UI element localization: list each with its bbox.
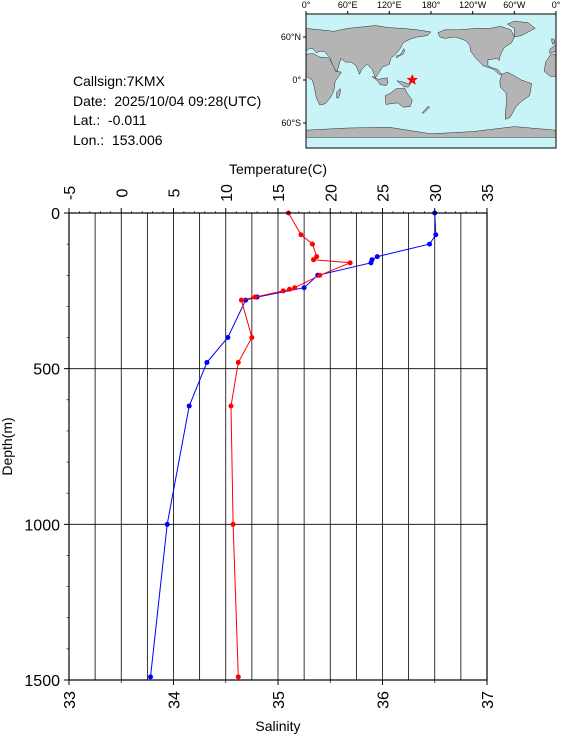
temperature-point bbox=[186, 403, 192, 409]
salinity-point bbox=[235, 359, 241, 365]
land-uk bbox=[551, 38, 555, 45]
temp-tick-label: 25 bbox=[376, 184, 393, 202]
land-australia bbox=[384, 87, 413, 108]
land-madagascar bbox=[336, 88, 341, 99]
depth-axis-title: Depth(m) bbox=[0, 417, 15, 475]
temp-tick-label: 15 bbox=[271, 184, 288, 202]
temp-tick-label: 10 bbox=[219, 184, 236, 202]
land-africa bbox=[305, 53, 342, 106]
salinity-point bbox=[230, 521, 236, 527]
salinity-point bbox=[298, 232, 304, 238]
temp-tick-label: 35 bbox=[480, 184, 497, 202]
chart-grid bbox=[69, 213, 487, 680]
salinity-tick-label: 34 bbox=[167, 691, 184, 709]
salinity-point bbox=[235, 674, 241, 680]
salinity-point bbox=[292, 285, 298, 291]
map-lon-label: 180° bbox=[422, 0, 441, 10]
map-lat-label: 60°S bbox=[281, 118, 301, 128]
salinity-tick-label: 35 bbox=[271, 691, 288, 709]
map-lon-label: 0° bbox=[302, 0, 311, 10]
land-indonesia bbox=[371, 76, 389, 86]
temp-tick-label: 5 bbox=[167, 188, 184, 197]
map-lon-label: 120°E bbox=[377, 0, 402, 10]
temperature-point bbox=[204, 359, 210, 365]
temp-tick-label: 30 bbox=[428, 184, 445, 202]
temperature-line bbox=[150, 212, 437, 677]
salinity-point bbox=[286, 286, 292, 292]
temperature-point bbox=[301, 285, 307, 291]
salinity-point bbox=[252, 294, 258, 300]
land-japan bbox=[395, 47, 405, 59]
salinity-line bbox=[230, 212, 351, 677]
chart-series bbox=[148, 210, 439, 680]
salinity-point bbox=[314, 254, 320, 260]
depth-tick-label: 1500 bbox=[24, 673, 60, 690]
map-lon-label: 60°E bbox=[338, 0, 358, 10]
map-lat-label: 0° bbox=[292, 75, 301, 85]
salinity-point bbox=[280, 288, 286, 294]
salinity-tick-label: 33 bbox=[62, 691, 79, 709]
depth-tick-label: 1000 bbox=[24, 517, 60, 534]
map-lon-label: 0° bbox=[552, 0, 561, 10]
salinity-point bbox=[238, 297, 244, 303]
date-text: Date: 2025/10/04 09:28(UTC) bbox=[73, 92, 262, 109]
temperature-axis-title: Temperature(C) bbox=[229, 161, 327, 177]
salinity-tick-label: 36 bbox=[376, 691, 393, 709]
temperature-point bbox=[368, 260, 374, 266]
salinity-point bbox=[311, 257, 317, 263]
map-lon-label: 60°W bbox=[503, 0, 526, 10]
temperature-point bbox=[433, 232, 439, 238]
land-greenland bbox=[506, 20, 536, 38]
map-lon-label: 120°W bbox=[459, 0, 487, 10]
salinity-point bbox=[309, 241, 315, 247]
lon-text: Lon.: 153.006 bbox=[73, 131, 163, 148]
land-antarctica bbox=[305, 126, 557, 138]
temp-tick-label: -5 bbox=[62, 186, 79, 200]
salinity-point bbox=[317, 272, 323, 278]
land-north-america bbox=[437, 26, 515, 75]
salinity-point bbox=[228, 403, 234, 409]
lat-text: Lat.: -0.011 bbox=[73, 112, 147, 128]
land-new-zealand bbox=[421, 106, 430, 114]
temperature-point bbox=[164, 521, 170, 527]
salinity-point bbox=[249, 335, 255, 341]
land-new-guinea bbox=[396, 80, 411, 88]
temp-tick-label: 0 bbox=[114, 188, 131, 197]
station-info: Callsign:7KMX Date: 2025/10/04 09:28(UTC… bbox=[73, 72, 261, 150]
callsign-text: Callsign:7KMX bbox=[73, 73, 165, 89]
land-south-america bbox=[499, 71, 532, 120]
map-lat-label: 60°N bbox=[281, 32, 301, 42]
depth-tick-label: 0 bbox=[51, 206, 60, 223]
temperature-point bbox=[374, 254, 380, 260]
salinity-point bbox=[347, 260, 353, 266]
temperature-point bbox=[148, 674, 154, 680]
temp-tick-label: 20 bbox=[323, 184, 340, 202]
salinity-axis-title: Salinity bbox=[255, 718, 300, 734]
salinity-tick-label: 37 bbox=[480, 691, 497, 709]
star-icon bbox=[406, 73, 419, 86]
temperature-point bbox=[225, 335, 231, 341]
temperature-point bbox=[427, 241, 433, 247]
depth-tick-label: 500 bbox=[33, 362, 60, 379]
